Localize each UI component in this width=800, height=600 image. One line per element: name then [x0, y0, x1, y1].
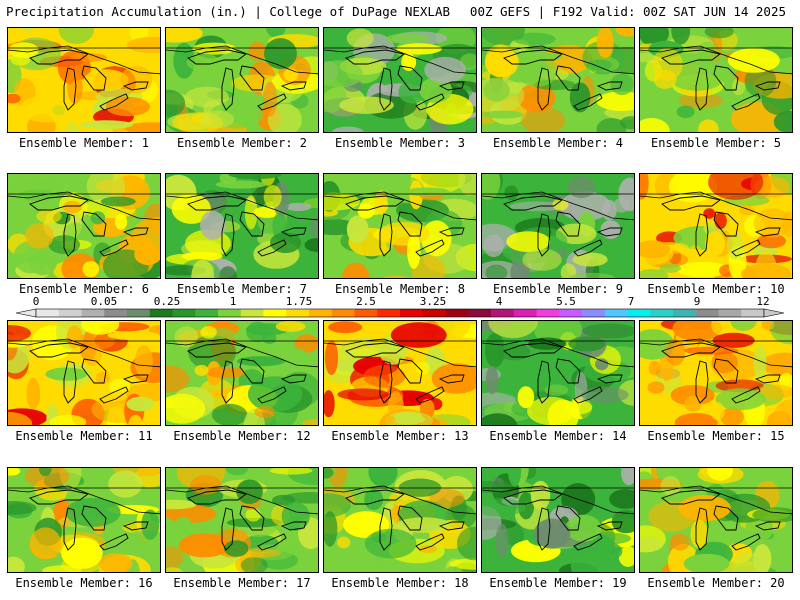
legend-tick-label: 5.5: [556, 295, 576, 308]
legend-swatch: [559, 309, 583, 317]
ensemble-member-label: Ensemble Member: 3: [334, 136, 466, 150]
legend-swatch: [218, 309, 242, 317]
legend-tick-label: 3.25: [419, 295, 447, 308]
legend-swatch: [445, 309, 469, 317]
legend-swatch: [81, 309, 105, 317]
ensemble-member-label: Ensemble Member: 4: [492, 136, 624, 150]
ensemble-member-label: Ensemble Member: 5: [650, 136, 782, 150]
ensemble-member-label: Ensemble Member: 17: [173, 576, 311, 590]
ensemble-member-label: Ensemble Member: 11: [15, 429, 153, 443]
legend-swatch: [536, 309, 560, 317]
ensemble-map-1: [7, 27, 161, 133]
legend-swatch: [513, 309, 537, 317]
ensemble-member-label: Ensemble Member: 2: [176, 136, 308, 150]
ensemble-map-3: [323, 27, 477, 133]
ensemble-map-13: [323, 320, 477, 426]
legend-swatch: [468, 309, 492, 317]
legend-tick-label: 1.75: [285, 295, 313, 308]
ensemble-member-label: Ensemble Member: 6: [18, 282, 150, 296]
ensemble-member-label: Ensemble Member: 20: [647, 576, 785, 590]
ensemble-member-label: Ensemble Member: 8: [334, 282, 466, 296]
legend-swatch: [195, 309, 219, 317]
ensemble-map-20: [639, 467, 793, 573]
ensemble-map-10: [639, 173, 793, 279]
legend-tick-label: 1: [229, 295, 237, 308]
ensemble-member-label: Ensemble Member: 15: [647, 429, 785, 443]
legend-swatch: [36, 309, 60, 317]
ensemble-map-16: [7, 467, 161, 573]
legend-tick-label: 7: [627, 295, 635, 308]
legend-high-arrow: [763, 308, 785, 318]
legend-swatch: [377, 309, 401, 317]
ensemble-member-label: Ensemble Member: 10: [647, 282, 785, 296]
ensemble-member-label: Ensemble Member: 13: [331, 429, 469, 443]
legend-swatch: [149, 309, 173, 317]
legend-swatch: [104, 309, 128, 317]
ensemble-map-17: [165, 467, 319, 573]
legend-swatch: [240, 309, 264, 317]
legend-tick-label: 0: [32, 295, 40, 308]
ensemble-map-12: [165, 320, 319, 426]
legend-swatch: [695, 309, 719, 317]
legend-swatch: [650, 309, 674, 317]
ensemble-member-label: Ensemble Member: 12: [173, 429, 311, 443]
legend-tick-label: 12: [756, 295, 770, 308]
ensemble-member-label: Ensemble Member: 14: [489, 429, 627, 443]
legend-swatch: [422, 309, 446, 317]
ensemble-map-19: [481, 467, 635, 573]
legend-swatch: [172, 309, 196, 317]
legend-swatch: [400, 309, 424, 317]
ensemble-map-15: [639, 320, 793, 426]
legend-tick-label: 0.25: [153, 295, 181, 308]
legend-tick-label: 2.5: [356, 295, 376, 308]
legend-swatch: [286, 309, 310, 317]
legend-swatch: [263, 309, 287, 317]
legend-swatch: [741, 309, 765, 317]
legend-swatch: [331, 309, 355, 317]
ensemble-member-label: Ensemble Member: 9: [492, 282, 624, 296]
ensemble-member-label: Ensemble Member: 19: [489, 576, 627, 590]
legend-swatch: [309, 309, 333, 317]
precip-color-legend: [15, 308, 785, 318]
legend-swatch: [491, 309, 515, 317]
legend-tick-label: 9: [693, 295, 701, 308]
map-title: Precipitation Accumulation (in.) | Colle…: [6, 4, 451, 19]
model-valid-time: 00Z GEFS | F192 Valid: 00Z SAT JUN 14 20…: [469, 4, 786, 19]
legend-swatch: [627, 309, 651, 317]
ensemble-map-2: [165, 27, 319, 133]
ensemble-map-14: [481, 320, 635, 426]
legend-swatch: [718, 309, 742, 317]
ensemble-map-4: [481, 27, 635, 133]
legend-swatch: [582, 309, 606, 317]
ensemble-member-label: Ensemble Member: 18: [331, 576, 469, 590]
legend-swatch: [58, 309, 82, 317]
ensemble-map-8: [323, 173, 477, 279]
ensemble-member-label: Ensemble Member: 1: [18, 136, 150, 150]
ensemble-map-18: [323, 467, 477, 573]
legend-tick-label: 0.05: [90, 295, 118, 308]
ensemble-map-11: [7, 320, 161, 426]
legend-swatch: [127, 309, 151, 317]
legend-swatch: [604, 309, 628, 317]
ensemble-map-6: [7, 173, 161, 279]
ensemble-map-9: [481, 173, 635, 279]
legend-swatch: [673, 309, 697, 317]
legend-swatch: [354, 309, 378, 317]
ensemble-member-label: Ensemble Member: 16: [15, 576, 153, 590]
ensemble-map-5: [639, 27, 793, 133]
legend-low-arrow: [15, 308, 37, 318]
legend-tick-label: 4: [495, 295, 503, 308]
ensemble-map-7: [165, 173, 319, 279]
ensemble-member-label: Ensemble Member: 7: [176, 282, 308, 296]
